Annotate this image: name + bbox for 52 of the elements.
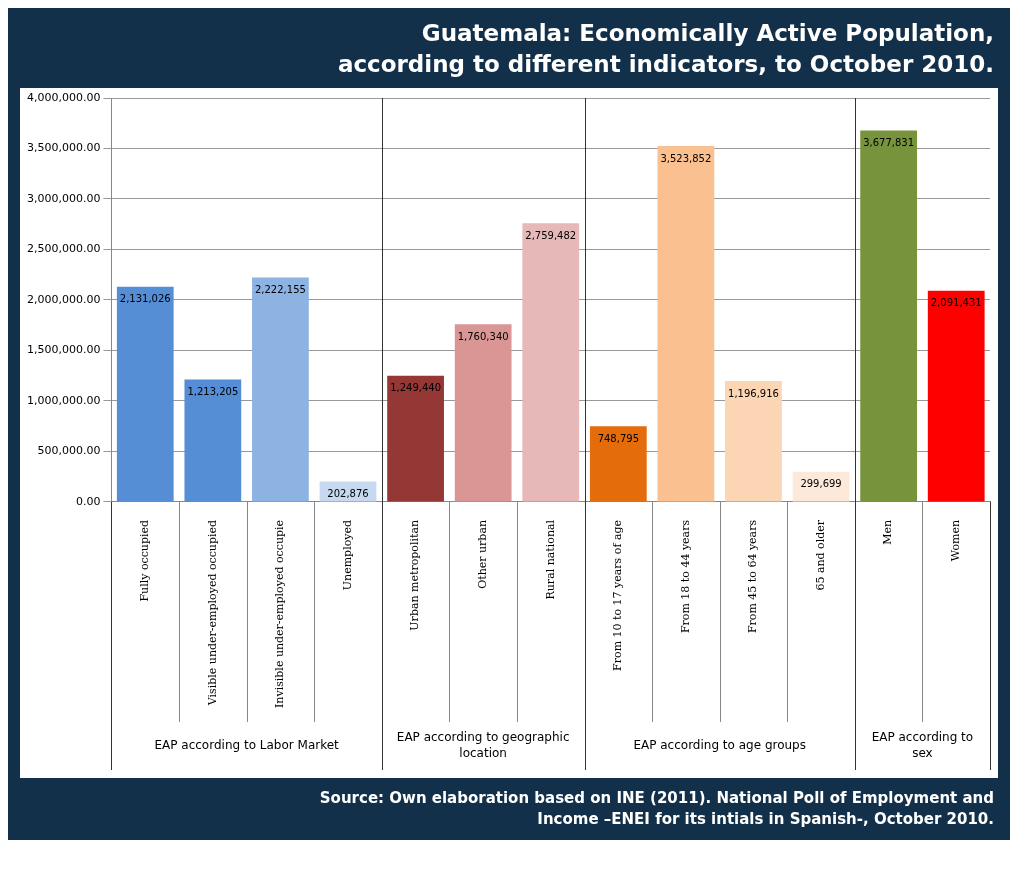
x-tick-label: Women [949, 520, 963, 562]
x-tick-label: Visible under-employed occupied [205, 520, 219, 707]
text: EAP according to Labor Market [154, 738, 340, 753]
x-tick-label: Unemployed [340, 520, 354, 591]
bar [454, 324, 512, 502]
y-tick-label: 3,000,000.00 [26, 191, 101, 205]
bar [116, 286, 174, 502]
data-label: 3,523,852 [660, 152, 712, 164]
data-label: 1,249,440 [390, 382, 442, 394]
data-label: 202,876 [327, 488, 369, 500]
data-label: 1,760,340 [457, 330, 509, 342]
text: EAP according to sex [871, 730, 974, 761]
bar [387, 375, 444, 502]
y-tick-label: 2,500,000.00 [26, 242, 101, 256]
x-tick-label: From 18 to 44 years [678, 519, 692, 634]
data-label: 299,699 [800, 478, 842, 490]
data-label: 748,795 [597, 433, 639, 444]
bar [927, 290, 985, 502]
x-tick-label: Men [881, 520, 895, 545]
y-tick-label: 1,500,000.00 [26, 343, 101, 357]
bar [522, 223, 580, 502]
y-tick-label: 4,000,000.00 [26, 90, 101, 104]
data-label: 2,222,155 [254, 284, 306, 296]
y-tick-label: 0.00 [75, 494, 101, 508]
text: EAP according to geographic location [396, 730, 570, 761]
data-label: 2,131,026 [119, 293, 171, 305]
bar [589, 426, 647, 502]
data-label: 2,091,431 [930, 297, 982, 309]
y-tick-label: 3,500,000.00 [26, 141, 101, 155]
x-tick-label: Other urban [476, 520, 490, 589]
x-tick-label: Rural national [543, 519, 557, 600]
bar [860, 130, 918, 502]
data-label: 1,213,205 [187, 386, 239, 398]
x-tick-label: 65 and older [813, 519, 827, 591]
data-label: 1,196,916 [728, 387, 779, 399]
x-tick-label: From 10 to 17 years of age [611, 520, 625, 671]
y-tick-label: 1,000,000.00 [26, 393, 101, 407]
x-tick-label: From 45 to 64 years [746, 519, 760, 634]
data-label: 3,677,831 [863, 137, 915, 149]
y-tick-label: 500,000.00 [37, 444, 101, 458]
source-note: Source: Own elaboration based on INE (2011). National Poll of Employment and Income –ENEI for its intials in Spanish-, October 2010. [318, 788, 995, 831]
bar [252, 277, 309, 502]
text: EAP according to age groups [633, 738, 806, 753]
x-tick-label: Fully occupied [138, 520, 152, 602]
bar [184, 379, 242, 502]
x-tick-label: Urban metropolitan [408, 520, 422, 631]
bar [657, 146, 715, 502]
y-tick-label: 2,000,000.00 [26, 292, 101, 306]
chart-title: Guatemala: Economically Active Population, according to different indicators, to October 2010. [336, 19, 995, 80]
x-tick-label: Invisible under-employed occupie [273, 520, 287, 709]
bar [725, 381, 782, 502]
data-label: 2,759,482 [525, 229, 577, 241]
